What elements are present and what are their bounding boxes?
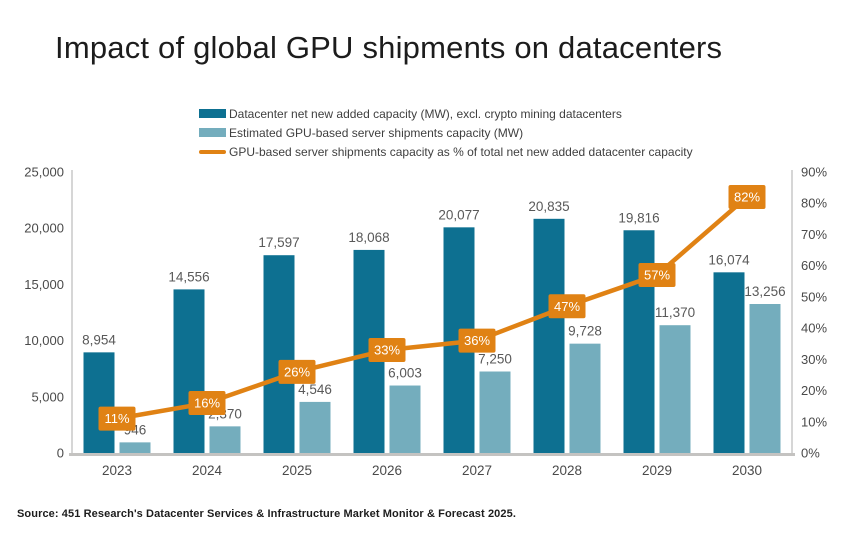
y-axis-left-tick-0: 0 [57, 446, 64, 461]
percent-box-2030 [728, 184, 766, 209]
bar-gpu-2027 [479, 371, 511, 453]
bar-gpu-2025 [299, 401, 331, 453]
percent-box-label-2025: 26% [284, 364, 310, 379]
percent-box-label-2029: 57% [644, 268, 670, 283]
bar-gpu-2029 [659, 325, 691, 453]
x-axis-label-2028: 2028 [552, 463, 582, 478]
y-axis-right-tick-40%: 40% [801, 321, 827, 336]
percent-box-label-2028: 47% [554, 299, 580, 314]
legend: Datacenter net new added capacity (MW), … [199, 104, 693, 161]
percent-box-label-2030: 82% [734, 189, 760, 204]
y-axis-right-tick-60%: 60% [801, 258, 827, 273]
legend-swatch-percent-line [199, 149, 226, 154]
bar-value-label-datacenter-2029: 19,816 [618, 210, 659, 225]
y-axis-right-tick-70%: 70% [801, 227, 827, 242]
bar-datacenter-2024 [173, 289, 205, 453]
percent-box-2028 [548, 294, 586, 319]
legend-item-datacenter-capacity: Datacenter net new added capacity (MW), … [199, 104, 693, 123]
percent-box-label-2024: 16% [194, 396, 220, 411]
bar-value-label-datacenter-2023: 8,954 [82, 332, 116, 347]
x-axis-label-2023: 2023 [102, 463, 132, 478]
percent-box-2025 [278, 359, 316, 384]
bar-datacenter-2028 [533, 218, 565, 453]
y-axis-left-tick-25,000: 25,000 [24, 165, 64, 180]
percent-box-2026 [368, 337, 406, 362]
legend-label-percent-line: GPU-based server shipments capacity as %… [229, 144, 693, 159]
x-axis-label-2024: 2024 [192, 463, 223, 478]
bar-value-label-datacenter-2025: 17,597 [258, 235, 299, 250]
legend-item-gpu-capacity: Estimated GPU-based server shipments cap… [199, 123, 693, 142]
bar-gpu-2028 [569, 343, 601, 453]
chart-canvas: 8,954 14,556 17,597 18,068 20,077 20,835 19,81… [24, 165, 827, 479]
bar-datacenter-2023 [83, 352, 115, 453]
bar-value-label-gpu-2026: 6,003 [388, 366, 422, 381]
percent-box-label-2027: 36% [464, 333, 490, 348]
bar-gpu-2026 [389, 385, 421, 453]
percent-box-2023 [98, 406, 136, 431]
legend-swatch-gpu-bar [199, 128, 226, 137]
y-axis-right-tick-50%: 50% [801, 289, 827, 304]
x-axis-label-2025: 2025 [282, 463, 312, 478]
legend-label-gpu-bar: Estimated GPU-based server shipments cap… [229, 125, 524, 140]
bar-gpu-2024 [209, 426, 241, 453]
bar-value-label-gpu-2028: 9,728 [568, 324, 602, 339]
bar-value-label-datacenter-2026: 18,068 [348, 230, 389, 245]
y-axis-left-tick-5,000: 5,000 [31, 389, 64, 404]
y-axis-right-tick-20%: 20% [801, 383, 827, 398]
source-note: Source: 451 Research's Datacenter Servic… [17, 508, 516, 520]
percent-box-2029 [638, 263, 676, 288]
legend-swatch-datacenter-bar [199, 109, 226, 118]
bar-value-label-datacenter-2030: 16,074 [708, 252, 750, 267]
bar-value-label-datacenter-2027: 20,077 [438, 207, 479, 222]
bar-value-label-gpu-2025: 4,546 [298, 382, 332, 397]
bar-value-label-gpu-2029: 11,370 [655, 305, 695, 320]
bar-gpu-2030 [749, 304, 781, 453]
x-axis-label-2029: 2029 [642, 463, 672, 478]
bar-value-label-datacenter-2028: 20,835 [528, 199, 569, 214]
bar-value-label-gpu-2030: 13,256 [744, 284, 785, 299]
percent-box-label-2026: 33% [374, 342, 400, 357]
y-axis-left-tick-10,000: 10,000 [24, 333, 64, 348]
bar-gpu-2023 [119, 442, 151, 453]
bar-datacenter-2030 [713, 272, 745, 453]
y-axis-right-tick-80%: 80% [801, 196, 827, 211]
percent-box-2027 [458, 328, 496, 353]
bar-value-label-datacenter-2024: 14,556 [168, 269, 209, 284]
y-axis-right-tick-10%: 10% [801, 414, 827, 429]
legend-label-datacenter-bar: Datacenter net new added capacity (MW), … [229, 106, 622, 121]
bar-datacenter-2025 [263, 255, 295, 453]
x-axis-label-2027: 2027 [462, 463, 492, 478]
page-title: Impact of global GPU shipments on datace… [55, 30, 723, 65]
percent-box-label-2023: 11% [104, 411, 129, 426]
y-axis-right-tick-0%: 0% [801, 446, 820, 461]
y-axis-left-tick-20,000: 20,000 [24, 221, 64, 236]
y-axis-right-tick-30%: 30% [801, 352, 827, 367]
y-axis-right-tick-90%: 90% [801, 165, 827, 180]
x-axis-label-2030: 2030 [732, 463, 762, 478]
y-axis-left-tick-15,000: 15,000 [24, 277, 64, 292]
legend-item-gpu-percent-line: GPU-based server shipments capacity as %… [199, 142, 693, 161]
bar-value-label-gpu-2027: 7,250 [478, 352, 512, 367]
percent-box-2024 [188, 391, 226, 416]
x-axis-label-2026: 2026 [372, 463, 402, 478]
